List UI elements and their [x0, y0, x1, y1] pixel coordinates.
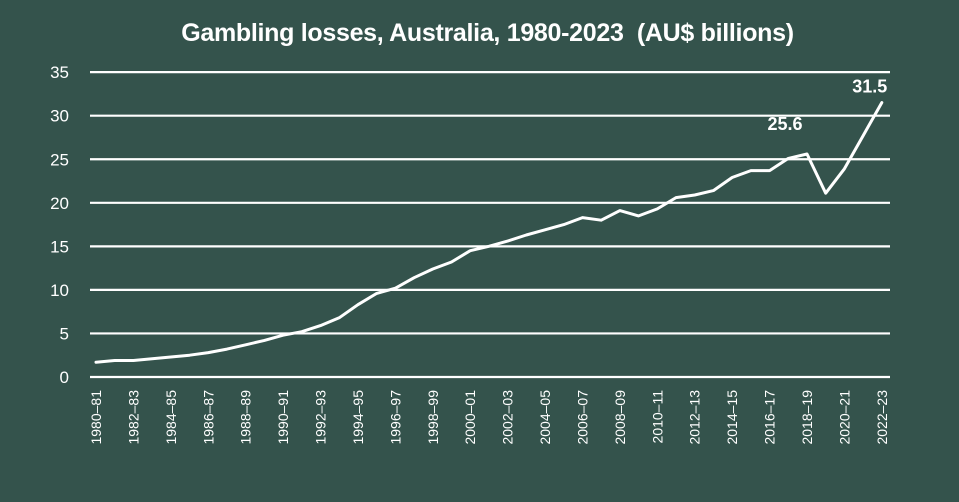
x-tick-label: 1990–91: [275, 390, 291, 445]
x-tick-label: 1984–85: [163, 390, 179, 445]
y-tick-label: 0: [60, 368, 69, 387]
y-tick-label: 10: [50, 281, 69, 300]
y-tick-label: 20: [50, 194, 69, 213]
x-tick-label: 2004–05: [537, 390, 553, 445]
x-tick-label: 1982–83: [125, 390, 141, 445]
x-tick-label: 1980–81: [88, 390, 104, 445]
y-tick-label: 30: [50, 107, 69, 126]
x-tick-label: 2020–21: [836, 390, 852, 445]
x-tick-label: 2016–17: [762, 390, 778, 445]
x-tick-label: 1986–87: [200, 390, 216, 445]
chart-title: Gambling losses, Australia, 1980-2023 (A…: [181, 19, 794, 47]
x-axis-ticks: 1980–81 1982–83 1984–85 1986–87 1988–89 1990–…: [88, 390, 890, 445]
x-tick-label: 2006–07: [574, 390, 590, 445]
x-tick-label: 2010–11: [649, 390, 665, 444]
annotation-label: 25.6: [767, 114, 802, 134]
x-tick-label: 1998–99: [425, 390, 441, 445]
x-tick-label: 2014–15: [724, 390, 740, 445]
x-tick-label: 1996–97: [387, 390, 403, 445]
y-tick-label: 5: [60, 324, 69, 343]
x-tick-label: 1988–89: [238, 390, 254, 445]
x-tick-label: 1992–93: [313, 390, 329, 445]
x-tick-label: 2022–23: [874, 390, 890, 445]
y-axis-ticks: 0 5 10 15 20 25 30 35: [50, 63, 69, 387]
x-tick-label: 2000–01: [462, 390, 478, 445]
data-annotations: 25.6 31.5: [767, 77, 887, 134]
x-tick-label: 2002–03: [500, 390, 516, 445]
x-tick-label: 2012–13: [687, 390, 703, 445]
x-tick-label: 2008–09: [612, 390, 628, 445]
y-tick-label: 15: [50, 237, 69, 256]
annotation-label: 31.5: [852, 77, 887, 97]
x-tick-label: 1994–95: [350, 390, 366, 445]
x-tick-label: 2018–19: [799, 390, 815, 445]
gambling-losses-line: [94, 101, 884, 364]
y-tick-label: 35: [50, 63, 69, 82]
y-tick-label: 25: [50, 150, 69, 169]
